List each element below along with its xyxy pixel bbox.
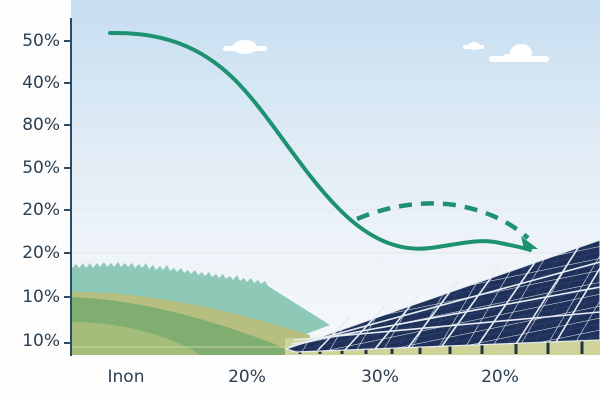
y-tick-label: 20% [22, 243, 60, 263]
y-tick-label: 40% [22, 73, 60, 93]
x-tick-label: 20% [481, 367, 519, 387]
gridlines [72, 124, 600, 254]
y-tick-label: 50% [22, 158, 60, 178]
x-tick-label: 20% [228, 367, 266, 387]
y-axis-ticks [64, 40, 71, 344]
projection-line[interactable] [356, 201, 530, 240]
solar-panel-array [284, 239, 600, 353]
cloud-icon [223, 40, 267, 54]
arrowhead-icon [521, 236, 538, 249]
y-tick-label: 20% [22, 200, 60, 220]
cloud-icon [489, 44, 549, 62]
x-tick-label: 30% [361, 367, 399, 387]
cloud-icon [463, 42, 484, 50]
x-tick-label: Inon [107, 367, 145, 387]
y-tick-label: 80% [22, 115, 60, 135]
y-tick-label: 10% [22, 331, 60, 351]
solar-panel-lines [288, 244, 600, 351]
trend-line[interactable] [108, 30, 532, 252]
y-tick-label: 10% [22, 287, 60, 307]
y-tick-label: 50% [22, 31, 60, 51]
